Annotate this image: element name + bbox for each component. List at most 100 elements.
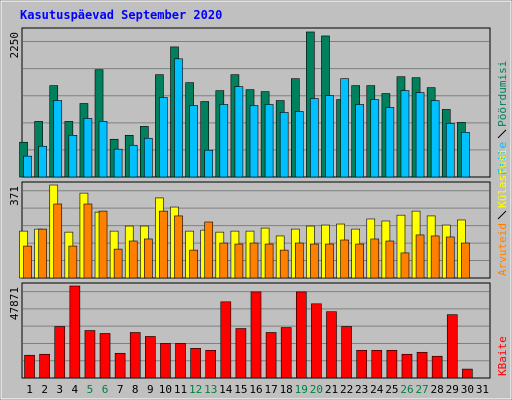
x-tick-label: 14: [219, 383, 233, 396]
legend-separator: [497, 210, 507, 220]
x-tick-label: 3: [56, 383, 63, 396]
bar: [325, 95, 334, 178]
bar: [220, 301, 232, 379]
bar: [370, 99, 380, 178]
bar: [415, 92, 425, 178]
bar: [219, 104, 229, 178]
bar: [69, 285, 81, 379]
bar: [99, 333, 111, 379]
bar: [128, 144, 138, 178]
bar: [205, 349, 217, 379]
x-tick-label: 11: [174, 383, 187, 396]
x-tick-label: 10: [159, 383, 172, 396]
bar: [295, 291, 307, 379]
bar: [114, 352, 126, 379]
bar: [234, 243, 244, 279]
x-tick-label: 18: [280, 383, 293, 396]
bar: [356, 349, 367, 379]
bar: [204, 149, 214, 178]
legend-entry: Pöördumisi: [496, 61, 509, 127]
bar: [38, 228, 47, 279]
x-tick-label: 8: [132, 383, 139, 396]
bar: [430, 100, 440, 178]
bar: [294, 242, 304, 279]
x-tick-label: 31: [476, 383, 489, 396]
bar: [446, 314, 458, 379]
bar: [264, 243, 274, 279]
bar: [159, 97, 168, 178]
bar: [129, 332, 141, 379]
bar: [204, 221, 214, 279]
x-tick-label: 24: [370, 383, 384, 396]
x-tick-label: 17: [264, 383, 277, 396]
legend-entry: Külastusi: [496, 148, 509, 208]
bar: [39, 353, 50, 379]
bar: [53, 100, 63, 178]
bar: [174, 58, 183, 178]
bar: [431, 355, 443, 379]
legend-entry: Arvuteid: [496, 223, 509, 276]
legend-entry: KBaite: [496, 336, 509, 376]
bar: [160, 343, 171, 379]
bar: [400, 252, 410, 279]
bar: [144, 238, 153, 279]
bar: [53, 203, 63, 279]
bar: [83, 203, 93, 279]
bar: [461, 132, 470, 178]
bar: [325, 243, 334, 279]
bar: [68, 245, 78, 279]
bar: [83, 118, 93, 178]
bar: [400, 90, 410, 178]
x-tick-label: 29: [446, 383, 459, 396]
x-tick-label: 23: [355, 383, 368, 396]
y-tick-label: 47871: [8, 287, 21, 320]
bar: [355, 243, 364, 279]
bar: [445, 236, 455, 279]
bar: [279, 112, 289, 178]
x-tick-label: 6: [102, 383, 109, 396]
bar: [311, 303, 322, 379]
bar: [189, 105, 198, 178]
x-tick-label: 28: [431, 383, 444, 396]
x-tick-label: 5: [87, 383, 94, 396]
bar: [294, 111, 304, 178]
bar: [235, 328, 247, 379]
bar: [98, 210, 108, 279]
bar: [416, 351, 428, 379]
x-tick-label: 26: [400, 383, 413, 396]
chart-title: Kasutuspäevad September 2020: [20, 8, 222, 22]
legend-entry: Faile: [496, 142, 509, 175]
bar: [310, 243, 319, 279]
bar: [113, 148, 123, 178]
y-tick-label: 2250: [8, 32, 21, 59]
bar: [113, 248, 123, 279]
bar: [310, 98, 319, 178]
x-tick-label: 13: [204, 383, 217, 396]
bar: [279, 249, 289, 279]
x-tick-label: 21: [325, 383, 338, 396]
x-tick-label: 4: [72, 383, 79, 396]
bar: [249, 105, 259, 178]
bar: [250, 291, 262, 379]
bar: [219, 242, 229, 279]
bar: [461, 242, 470, 279]
bar: [175, 343, 186, 379]
x-tick-label: 2: [41, 383, 48, 396]
bar: [386, 349, 398, 379]
bar: [445, 123, 455, 178]
bar: [38, 145, 47, 178]
bar: [159, 210, 168, 279]
bar: [415, 234, 425, 279]
x-tick-label: 25: [385, 383, 398, 396]
bar: [249, 242, 259, 279]
bar: [340, 78, 349, 178]
bar: [430, 235, 440, 279]
bar: [54, 326, 66, 379]
x-tick-label: 27: [415, 383, 428, 396]
x-tick-label: 7: [117, 383, 124, 396]
bar: [24, 354, 35, 379]
x-tick-label: 30: [461, 383, 474, 396]
x-tick-label: 22: [340, 383, 353, 396]
